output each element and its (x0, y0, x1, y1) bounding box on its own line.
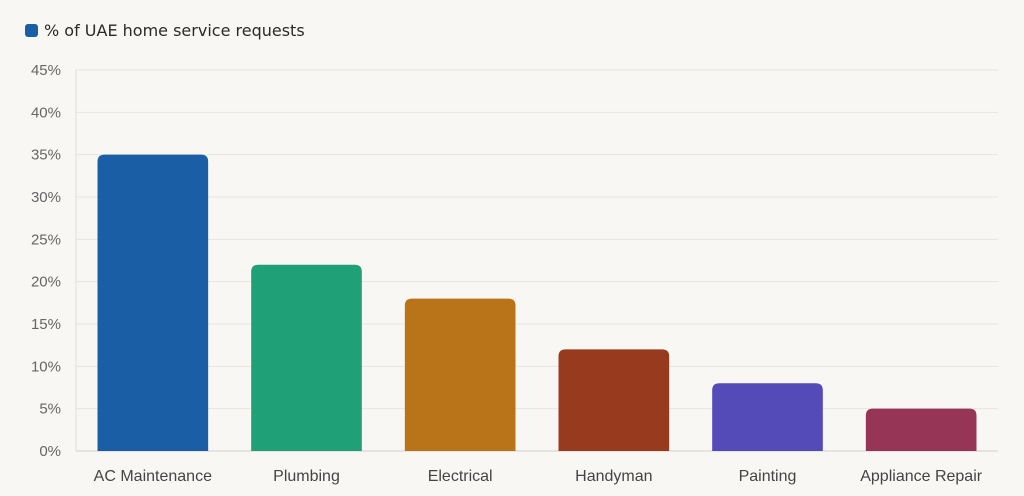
y-tick-label: 10% (31, 358, 61, 375)
x-tick-label: AC Maintenance (94, 468, 212, 485)
bar-ac-maintenance[interactable] (97, 154, 209, 451)
bar-handyman[interactable] (558, 349, 670, 451)
y-tick-label: 20% (31, 274, 61, 291)
bar-electrical[interactable] (404, 298, 516, 451)
y-tick-label: 40% (31, 104, 61, 121)
x-tick-label: Handyman (575, 468, 652, 485)
x-tick-label: Painting (739, 468, 797, 485)
y-tick-label: 25% (31, 231, 61, 248)
x-axis-labels: AC Maintenance Plumbing Electrical Handyman… (94, 468, 983, 485)
grid-lines (75, 69, 998, 452)
y-tick-label: 0% (39, 443, 61, 460)
x-tick-label: Appliance Repair (860, 468, 983, 485)
y-tick-label: 15% (31, 316, 61, 333)
y-tick-label: 30% (31, 189, 61, 206)
chart-legend[interactable]: % of UAE home service requests (25, 20, 305, 40)
legend-label: % of UAE home service requests (44, 20, 305, 40)
x-tick-label: Electrical (428, 468, 493, 485)
y-tick-label: 5% (39, 401, 61, 418)
bar-plumbing[interactable] (251, 264, 362, 451)
bar-painting[interactable] (712, 383, 823, 451)
bar-appliance-repair[interactable] (865, 408, 977, 451)
y-tick-label: 45% (31, 62, 61, 79)
x-tick-label: Plumbing (273, 468, 340, 485)
legend-swatch (25, 23, 38, 37)
bars (97, 154, 977, 451)
y-tick-label: 35% (31, 147, 61, 164)
y-axis-ticks: 0% 5% 10% 15% 20% 25% 30% 35% 40% 45% (31, 62, 61, 460)
